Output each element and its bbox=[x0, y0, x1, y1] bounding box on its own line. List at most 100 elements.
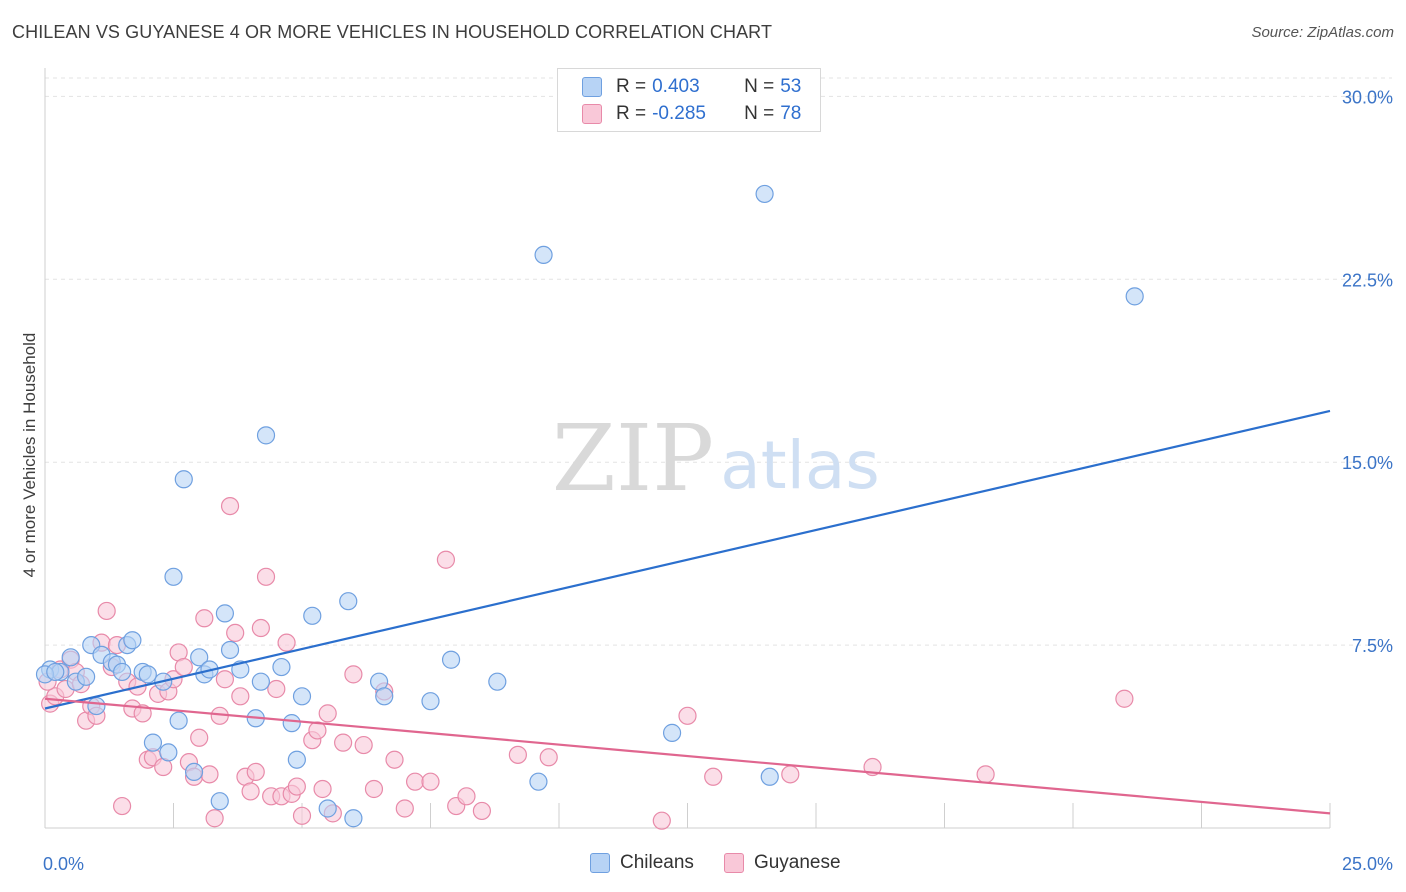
guyanese-point bbox=[251, 618, 270, 638]
guyanese-point bbox=[395, 799, 414, 818]
guyanese-point bbox=[313, 779, 332, 799]
guyanese-point bbox=[457, 787, 476, 806]
chileans-point bbox=[215, 604, 234, 623]
legend-label: Guyanese bbox=[753, 852, 841, 873]
chileans-point bbox=[375, 687, 394, 706]
chileans-point bbox=[190, 648, 209, 667]
chileans-point bbox=[344, 809, 363, 828]
chileans-point bbox=[159, 743, 178, 762]
n-label: N = bbox=[744, 103, 775, 124]
y-tick-label: 7.5% bbox=[1352, 636, 1393, 656]
source-credit: Source: ZipAtlas.com bbox=[1251, 24, 1394, 41]
guyanese-point bbox=[678, 706, 697, 725]
chileans-point bbox=[529, 772, 548, 791]
chileans-point bbox=[123, 631, 142, 650]
legend-row-chileans: R = 0.403 N = 53 bbox=[582, 75, 801, 99]
guyanese-point bbox=[436, 550, 456, 569]
watermark-zip: ZIP bbox=[552, 405, 714, 512]
guyanese-point bbox=[277, 633, 296, 652]
chileans-point bbox=[174, 470, 193, 489]
chileans-point bbox=[755, 184, 774, 204]
guyanese-point bbox=[976, 765, 995, 784]
x-tick-label-max: 25.0% bbox=[1342, 854, 1393, 874]
trend-lines bbox=[44, 409, 1331, 815]
guyanese-point bbox=[246, 762, 265, 782]
guyanese-point bbox=[405, 772, 425, 791]
chileans-point bbox=[303, 606, 322, 625]
guyanese-point bbox=[256, 567, 276, 586]
chileans-point bbox=[112, 662, 132, 682]
guyanese-point bbox=[287, 777, 306, 796]
chileans-point bbox=[164, 567, 183, 586]
guyanese-point bbox=[267, 679, 286, 699]
x-tick-label-min: 0.0% bbox=[43, 854, 84, 874]
guyanese-point bbox=[97, 601, 116, 621]
guyanese-point bbox=[652, 811, 671, 830]
chileans-point bbox=[143, 733, 163, 752]
chileans-point bbox=[46, 662, 65, 682]
chart-title: CHILEAN VS GUYANESE 4 OR MORE VEHICLES I… bbox=[12, 22, 773, 42]
grid-lines bbox=[45, 77, 1392, 646]
r-value: -0.285 bbox=[652, 103, 706, 124]
guyanese-point bbox=[781, 765, 800, 784]
guyanese-point bbox=[344, 665, 363, 684]
n-label: N = bbox=[744, 76, 775, 97]
chileans-point bbox=[169, 711, 188, 730]
guyanese-point bbox=[241, 782, 260, 801]
legend-label: Chileans bbox=[620, 852, 694, 873]
chileans-point bbox=[287, 750, 306, 769]
chileans-point bbox=[421, 692, 440, 711]
chileans-point bbox=[256, 426, 276, 445]
guyanese-swatch bbox=[723, 853, 744, 873]
guyanese-point bbox=[200, 765, 219, 784]
chileans-swatch bbox=[582, 77, 602, 97]
guyanese-point bbox=[385, 750, 404, 769]
guyanese-point bbox=[133, 704, 152, 723]
chileans-point bbox=[662, 723, 682, 742]
n-value: 78 bbox=[780, 103, 802, 124]
n-value: 53 bbox=[780, 76, 802, 97]
guyanese-point bbox=[539, 748, 558, 767]
guyanese-point bbox=[508, 745, 527, 764]
guyanese-point bbox=[174, 657, 193, 677]
chileans-point bbox=[441, 650, 461, 669]
guyanese-point bbox=[215, 670, 234, 689]
watermark-atlas: atlas bbox=[720, 427, 880, 504]
chileans-point bbox=[760, 767, 779, 786]
chileans-point bbox=[61, 648, 80, 667]
r-value: 0.403 bbox=[652, 76, 700, 97]
guyanese-point bbox=[354, 735, 373, 755]
series-legend: Chileans Guyanese bbox=[590, 852, 871, 874]
chileans-swatch bbox=[590, 853, 610, 873]
guyanese-point bbox=[421, 772, 440, 791]
chileans-point bbox=[138, 665, 157, 684]
guyanese-point bbox=[195, 609, 214, 628]
guyanese-point bbox=[220, 496, 240, 516]
chileans-trend-line bbox=[44, 409, 1331, 710]
r-label: R = bbox=[616, 76, 647, 97]
chileans-point bbox=[184, 762, 204, 782]
guyanese-point bbox=[292, 806, 312, 825]
chileans-point bbox=[272, 657, 291, 677]
chileans-point bbox=[87, 696, 106, 716]
chileans-point bbox=[292, 687, 312, 706]
watermark: ZIP atlas bbox=[552, 405, 880, 512]
guyanese-trend-line bbox=[44, 697, 1331, 815]
y-tick-label: 30.0% bbox=[1342, 87, 1393, 107]
chileans-points bbox=[35, 184, 1144, 828]
chileans-point bbox=[488, 672, 507, 691]
legend-item-guyanese: Guyanese bbox=[723, 852, 841, 874]
tick-labels: 7.5% 15.0% 22.5% 30.0% 0.0% 25.0% bbox=[43, 87, 1393, 874]
chileans-point bbox=[1125, 287, 1144, 306]
guyanese-point bbox=[190, 728, 209, 747]
y-tick-label: 15.0% bbox=[1342, 453, 1393, 473]
guyanese-point bbox=[472, 801, 491, 821]
legend-row-guyanese: R = -0.285 N = 78 bbox=[582, 102, 801, 126]
chileans-point bbox=[339, 592, 358, 611]
chileans-point bbox=[534, 245, 553, 265]
guyanese-point bbox=[1115, 689, 1134, 708]
chileans-point bbox=[251, 672, 270, 691]
chileans-point bbox=[282, 714, 301, 733]
correlation-legend: R = 0.403 N = 53 R = -0.285 N = 78 bbox=[557, 68, 821, 132]
